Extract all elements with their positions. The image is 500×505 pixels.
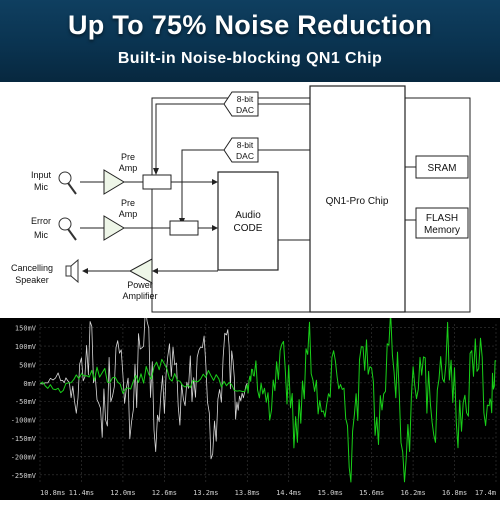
- x-tick-label: 12.6ms: [152, 489, 177, 497]
- page-title: Up To 75% Noise Reduction: [67, 10, 433, 40]
- preamp-2-triangle: [103, 215, 125, 241]
- preamp-1-label-1: Pre: [121, 152, 135, 162]
- x-tick-label: 10.8ms: [40, 489, 65, 497]
- preamp-1-label-2: Amp: [119, 163, 138, 173]
- y-tick-label: -50mV: [15, 398, 37, 406]
- y-tick-label: 100mV: [15, 343, 37, 351]
- x-tick-label: 17.4m: [475, 489, 496, 497]
- preamp-1-triangle: [103, 169, 125, 195]
- x-tick-label: 11.4ms: [69, 489, 94, 497]
- audio-codec-block: [217, 171, 279, 271]
- y-tick-label: 150mV: [15, 325, 37, 333]
- y-tick-label: -100mV: [11, 417, 37, 425]
- x-tick-label: 15.6ms: [359, 489, 384, 497]
- oscilloscope-chart: 150mV 100mV 50mV 0mV -50mV -100mV -150mV -200mV…: [0, 307, 500, 500]
- audio-codec-label-1: Audio: [235, 210, 261, 221]
- power-amp-label-1: Power: [127, 280, 153, 290]
- y-tick-label: 50mV: [19, 361, 37, 369]
- oscilloscope-svg: 150mV 100mV 50mV 0mV -50mV -100mV -150mV -200mV…: [0, 307, 500, 500]
- preamp-2-label-2: Amp: [119, 209, 138, 219]
- preamp-2-label-1: Pre: [121, 198, 135, 208]
- audio-codec-label-2: CODE: [234, 223, 263, 234]
- power-amp-label-2: Amplifier: [122, 291, 157, 301]
- y-tick-label: 0mV: [23, 380, 36, 388]
- error-mic-label-2: Mic: [34, 230, 48, 240]
- trace-ambient-noise: [39, 307, 248, 460]
- y-tick-label: -200mV: [11, 453, 37, 461]
- trace-cancelled-signal: [39, 311, 496, 483]
- flash-label-2: Memory: [424, 225, 460, 236]
- dac-1-label-2: DAC: [236, 105, 254, 115]
- power-amp-triangle: [128, 258, 153, 284]
- block-diagram: QN1-Pro Chip SRAM FLASH Memory Audio COD…: [0, 82, 500, 318]
- speaker-label-2: Speaker: [15, 275, 49, 285]
- dac-2-label-1: 8-bit: [237, 140, 254, 150]
- block-diagram-svg: QN1-Pro Chip SRAM FLASH Memory Audio COD…: [11, 85, 471, 313]
- y-tick-label: -150mV: [11, 435, 37, 443]
- page-subtitle: Built-in Noise-blocking QN1 Chip: [117, 50, 383, 67]
- error-mic-icon: [58, 217, 77, 241]
- scope-background: [0, 318, 500, 500]
- input-mic-label-1: Input: [31, 170, 52, 180]
- speaker-icon: [65, 258, 79, 284]
- flash-block: [415, 207, 469, 239]
- dac-2-label-2: DAC: [236, 151, 254, 161]
- input-mic-icon: [58, 171, 77, 195]
- sram-label: SRAM: [428, 163, 457, 174]
- qn1-chip-label: QN1-Pro Chip: [326, 196, 389, 207]
- sram-block: [415, 155, 469, 179]
- input-mic-label-2: Mic: [34, 182, 48, 192]
- x-tick-label: 16.8ms: [442, 489, 467, 497]
- x-tick-label: 13.8ms: [235, 489, 260, 497]
- x-tick-label: 12.0ms: [110, 489, 135, 497]
- speaker-label-1: Cancelling: [11, 263, 53, 273]
- dac-1-label-1: 8-bit: [237, 94, 254, 104]
- mixer-1-block: [142, 174, 172, 190]
- error-mic-label-1: Error: [31, 216, 51, 226]
- x-tick-label: 14.4ms: [276, 489, 301, 497]
- x-tick-label: 13.2ms: [193, 489, 218, 497]
- x-tick-label: 16.2ms: [400, 489, 425, 497]
- header-banner: Up To 75% Noise Reduction Built-in Noise…: [0, 0, 500, 82]
- y-tick-label: -250mV: [11, 472, 37, 480]
- flash-label-1: FLASH: [426, 213, 458, 224]
- qn1-chip-block: [309, 85, 406, 313]
- x-tick-label: 15.0ms: [318, 489, 343, 497]
- mixer-2-block: [169, 220, 199, 236]
